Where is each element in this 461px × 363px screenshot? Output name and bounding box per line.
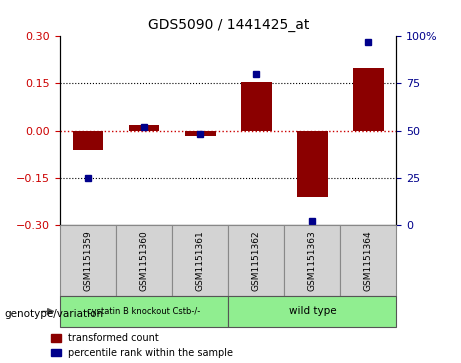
Bar [60, 296, 228, 327]
Bar [129, 125, 160, 131]
Text: GSM1151360: GSM1151360 [140, 230, 148, 291]
Text: genotype/variation: genotype/variation [5, 309, 104, 319]
Bar [72, 131, 103, 150]
Bar [185, 131, 216, 136]
Text: GSM1151362: GSM1151362 [252, 230, 261, 291]
Bar [340, 225, 396, 296]
Text: wild type: wild type [289, 306, 336, 316]
Text: cystatin B knockout Cstb-/-: cystatin B knockout Cstb-/- [88, 307, 201, 316]
Title: GDS5090 / 1441425_at: GDS5090 / 1441425_at [148, 19, 309, 33]
Bar [241, 82, 272, 131]
Text: GSM1151363: GSM1151363 [308, 230, 317, 291]
Text: GSM1151359: GSM1151359 [83, 230, 93, 291]
Bar [116, 225, 172, 296]
Text: GSM1151364: GSM1151364 [364, 230, 373, 291]
Bar [284, 225, 340, 296]
Bar [228, 225, 284, 296]
Bar [297, 131, 328, 197]
Legend: transformed count, percentile rank within the sample: transformed count, percentile rank withi… [51, 333, 233, 358]
Text: GSM1151361: GSM1151361 [195, 230, 205, 291]
Bar [228, 296, 396, 327]
Bar [60, 225, 116, 296]
Bar [172, 225, 228, 296]
Bar [353, 68, 384, 131]
